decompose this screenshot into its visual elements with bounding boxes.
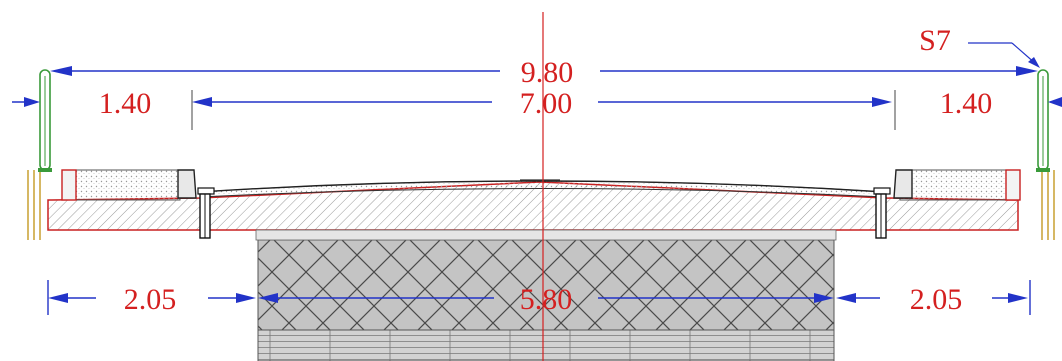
dimension-label-bottom-right: 2.05 — [910, 283, 963, 316]
left-anchor — [197, 187, 215, 239]
pier-body — [257, 239, 835, 361]
left-railing — [38, 69, 52, 172]
dimension-bottom-row — [47, 280, 1031, 315]
left-abutment — [27, 170, 41, 240]
dimension-label-left-sidewalk: 1.40 — [99, 87, 152, 120]
dimension-label-bottom-middle: 5.80 — [520, 283, 573, 316]
right-sidewalk — [893, 169, 1021, 201]
dimension-top-total — [50, 66, 1038, 76]
dimension-label-total: 9.80 — [521, 56, 574, 89]
left-sidewalk — [61, 169, 197, 201]
s7-leader — [968, 42, 1040, 68]
right-railing — [1036, 69, 1050, 172]
right-anchor — [873, 187, 891, 239]
railing-tag-label: S7 — [919, 24, 951, 57]
dimension-label-carriageway: 7.00 — [520, 87, 573, 120]
dimension-label-bottom-left: 2.05 — [124, 283, 177, 316]
dimension-label-right-sidewalk: 1.40 — [940, 87, 993, 120]
right-abutment — [1041, 170, 1055, 240]
dimension-second-row — [12, 90, 1062, 130]
